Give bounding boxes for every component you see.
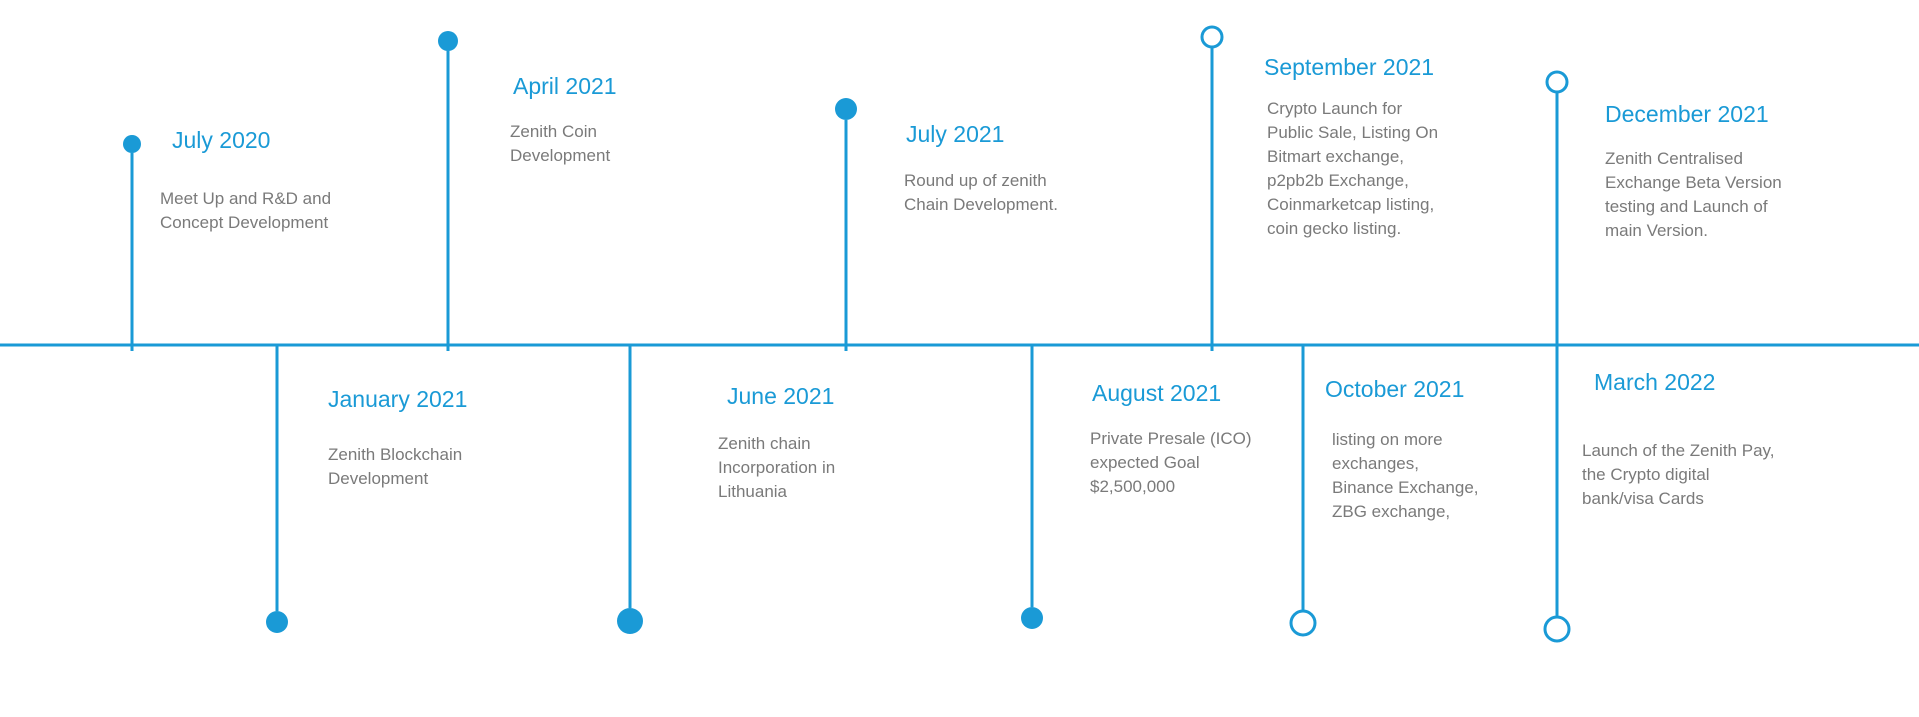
milestone-marker: [438, 31, 458, 51]
milestone-marker: [266, 611, 288, 633]
milestone-description: Crypto Launch for Public Sale, Listing O…: [1267, 99, 1439, 238]
milestone-date: July 2021: [906, 121, 1005, 147]
milestone-date: March 2022: [1594, 369, 1716, 395]
milestone-date: October 2021: [1325, 376, 1465, 402]
milestone-marker: [1200, 25, 1224, 49]
milestone-date: July 2020: [172, 127, 271, 153]
milestone-marker: [1021, 607, 1043, 629]
milestone-description: Zenith chain Incorporation in Lithuania: [718, 434, 836, 501]
milestone-marker: [835, 98, 857, 120]
milestone-description: listing on more exchanges, Binance Excha…: [1332, 430, 1479, 521]
milestone-date: June 2021: [727, 383, 835, 409]
milestone-date: December 2021: [1605, 101, 1769, 127]
milestone-marker: [1545, 70, 1569, 94]
milestone-date: January 2021: [328, 386, 468, 412]
milestone-description: Meet Up and R&D and Concept Development: [160, 189, 332, 232]
milestone-date: August 2021: [1092, 380, 1222, 406]
milestone-marker: [123, 135, 141, 153]
milestone-description: Round up of zenith Chain Development.: [904, 171, 1059, 214]
milestone-date: April 2021: [513, 73, 617, 99]
milestone-description: Private Presale (ICO) expected Goal $2,5…: [1090, 429, 1252, 496]
milestone-date: September 2021: [1264, 54, 1435, 80]
milestone-description: Zenith Blockchain Development: [328, 445, 463, 488]
milestone-description: Zenith Coin Development: [510, 122, 611, 165]
milestone-marker: [617, 608, 643, 634]
milestone-marker: [1289, 609, 1317, 637]
milestone-description: Launch of the Zenith Pay, the Crypto dig…: [1582, 441, 1775, 505]
milestone-description: Zenith Centralised Exchange Beta Version…: [1605, 149, 1782, 240]
milestone-marker: [1543, 615, 1571, 643]
